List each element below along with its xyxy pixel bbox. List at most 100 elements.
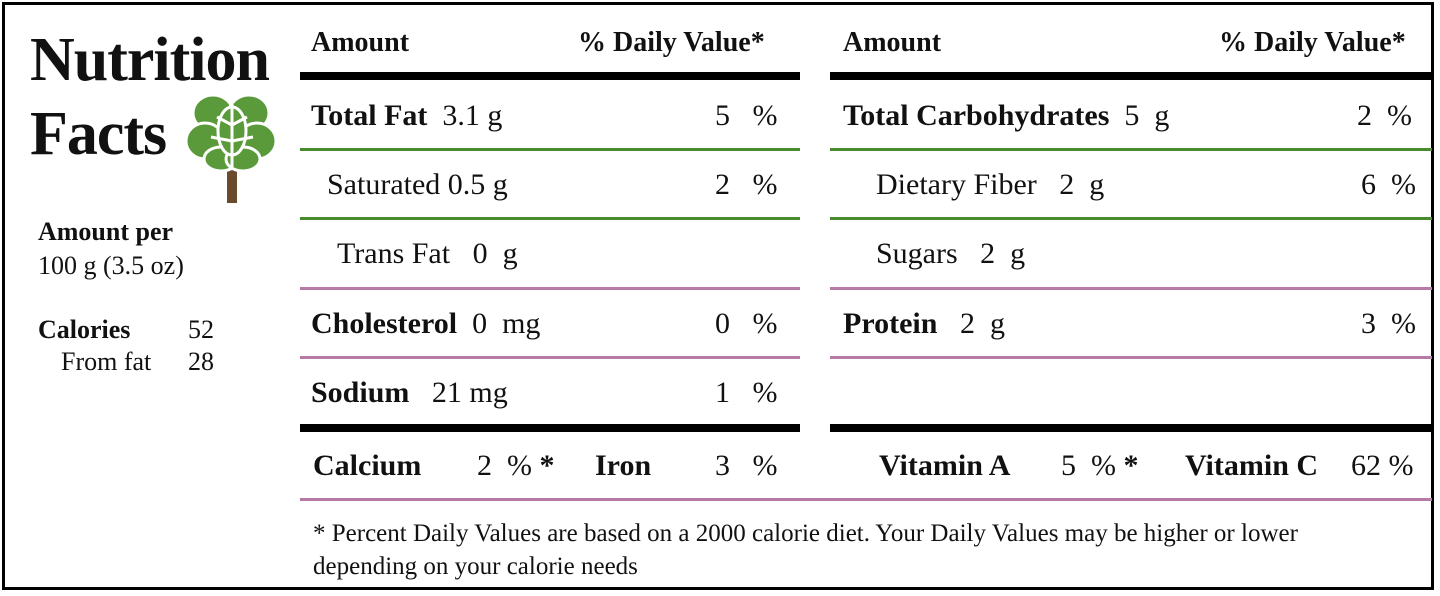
dv-percent-sign: % [752, 99, 778, 132]
dv-percent-sign: % [1391, 168, 1416, 201]
calcium-label: Calcium [313, 449, 421, 483]
nutrient-name: Trans Fat [337, 237, 451, 270]
vitamin-a-name: Vitamin A [879, 449, 1011, 482]
nutrient-name: Total Carbohydrates [843, 99, 1110, 132]
nutrient-amount: 21 [431, 376, 462, 409]
iron-percent-sign: % [752, 449, 778, 482]
nutrient-unit: mg [469, 376, 508, 409]
total-fat-row: Total Fat 3.1 g [311, 99, 502, 133]
nutrient-amount: 0 [472, 307, 488, 340]
serving-size: 100 g (3.5 oz) [38, 251, 184, 280]
saturated-fat-row: Saturated 0.5 g [327, 168, 508, 202]
calories-from-fat-value: 28 [188, 347, 214, 376]
sodium-dv: 1 % [715, 376, 778, 410]
calcium-amount: 2 [477, 449, 492, 482]
dv-percent-sign: % [752, 376, 778, 409]
dv-percent-sign: % [752, 168, 778, 201]
brain-tree-icon [184, 93, 278, 203]
sodium-row: Sodium 21 mg [311, 376, 508, 410]
dv-value: 3 [1361, 307, 1376, 340]
vitamin-c-value: 62 % [1351, 449, 1414, 483]
nutrient-name: Sodium [311, 376, 410, 409]
calcium-name: Calcium [313, 449, 422, 482]
row-divider [830, 148, 1432, 151]
right-dv-header: % Daily Value* [1219, 27, 1406, 58]
iron-amount: 3 [715, 449, 730, 482]
saturated-fat-dv: 2 % [715, 168, 778, 202]
nutrient-amount: 2 [959, 307, 975, 340]
left-header-rule [300, 72, 800, 80]
nutrient-unit: g [989, 307, 1005, 340]
nutrient-unit: g [492, 168, 508, 201]
row-divider [830, 217, 1432, 220]
row-divider [830, 287, 1432, 290]
vitamin-c-amount: 62 [1351, 449, 1381, 482]
trans-fat-row: Trans Fat 0 g [337, 237, 518, 271]
dv-value: 0 [715, 307, 730, 340]
title-line-1: Nutrition [30, 26, 270, 94]
nutrient-name: Protein [843, 307, 938, 340]
section-rule [830, 424, 1432, 432]
nutrient-unit: g [502, 237, 518, 270]
total-carbohydrates-row: Total Carbohydrates 5 g [843, 99, 1169, 133]
dietary-fiber-row: Dietary Fiber 2 g [876, 168, 1104, 202]
left-dv-header: % Daily Value* [578, 27, 765, 58]
protein-dv: 3 % [1361, 307, 1416, 341]
row-divider [300, 148, 800, 151]
nutrient-amount: 0.5 [447, 168, 486, 201]
vitamin-a-asterisk: * [1123, 449, 1139, 482]
cholesterol-row: Cholesterol 0 mg [311, 307, 540, 341]
total-carbohydrates-dv: 2 % [1357, 99, 1412, 133]
iron-label: Iron [595, 449, 651, 483]
calories-from-fat-label: From fat [61, 347, 152, 376]
left-amount-header: Amount [311, 27, 410, 58]
nutrient-name: Saturated [327, 168, 441, 201]
iron-name: Iron [595, 449, 652, 482]
nutrient-name: Total Fat [311, 99, 428, 132]
nutrient-name: Cholesterol [311, 307, 458, 340]
vitamin-a-label: Vitamin A [879, 449, 1010, 483]
footnote-rule [300, 498, 1432, 501]
section-rule [300, 424, 800, 432]
nutrient-unit: g [1089, 168, 1105, 201]
total-fat-dv: 5 % [715, 99, 778, 133]
dv-percent-sign: % [752, 307, 778, 340]
vitamin-a-value: 5 % * [1061, 449, 1139, 483]
nutrient-amount: 2 [1059, 168, 1075, 201]
vitamin-a-amount: 5 [1061, 449, 1076, 482]
dv-percent-sign: % [1387, 99, 1412, 132]
nutrient-unit: g [1010, 237, 1026, 270]
cholesterol-dv: 0 % [715, 307, 778, 341]
nutrient-name: Dietary Fiber [876, 168, 1037, 201]
calories-label: Calories [38, 315, 131, 344]
nutrient-name: Sugars [876, 237, 958, 270]
row-divider [300, 356, 800, 359]
row-divider [830, 356, 1432, 359]
right-amount-header: Amount [843, 27, 942, 58]
dv-value: 5 [715, 99, 730, 132]
dv-value: 1 [715, 376, 730, 409]
nutrient-amount: 3.1 [442, 99, 480, 132]
sugars-row: Sugars 2 g [876, 237, 1025, 271]
vitamin-a-percent-sign: % [1091, 449, 1116, 482]
dietary-fiber-dv: 6 % [1361, 168, 1416, 202]
vitamin-c-name: Vitamin C [1185, 449, 1319, 482]
calories-value: 52 [188, 315, 214, 344]
nutrient-amount: 2 [980, 237, 996, 270]
dv-value: 2 [715, 168, 730, 201]
calcium-percent-sign: % [507, 449, 532, 482]
nutrient-unit: g [1154, 99, 1170, 132]
iron-value: 3 % [715, 449, 778, 483]
footnote: * Percent Daily Values are based on a 20… [313, 520, 1298, 580]
calcium-value: 2 % * [477, 449, 555, 483]
title-line-2: Facts [30, 100, 167, 168]
calcium-asterisk: * [539, 449, 555, 482]
nutrient-amount: 0 [472, 237, 488, 270]
vitamin-c-percent-sign: % [1388, 449, 1414, 482]
amount-per-label: Amount per [38, 217, 174, 246]
vitamin-c-label: Vitamin C [1185, 449, 1318, 483]
nutrient-unit: g [487, 99, 503, 132]
protein-row: Protein 2 g [843, 307, 1005, 341]
dv-percent-sign: % [1391, 307, 1416, 340]
